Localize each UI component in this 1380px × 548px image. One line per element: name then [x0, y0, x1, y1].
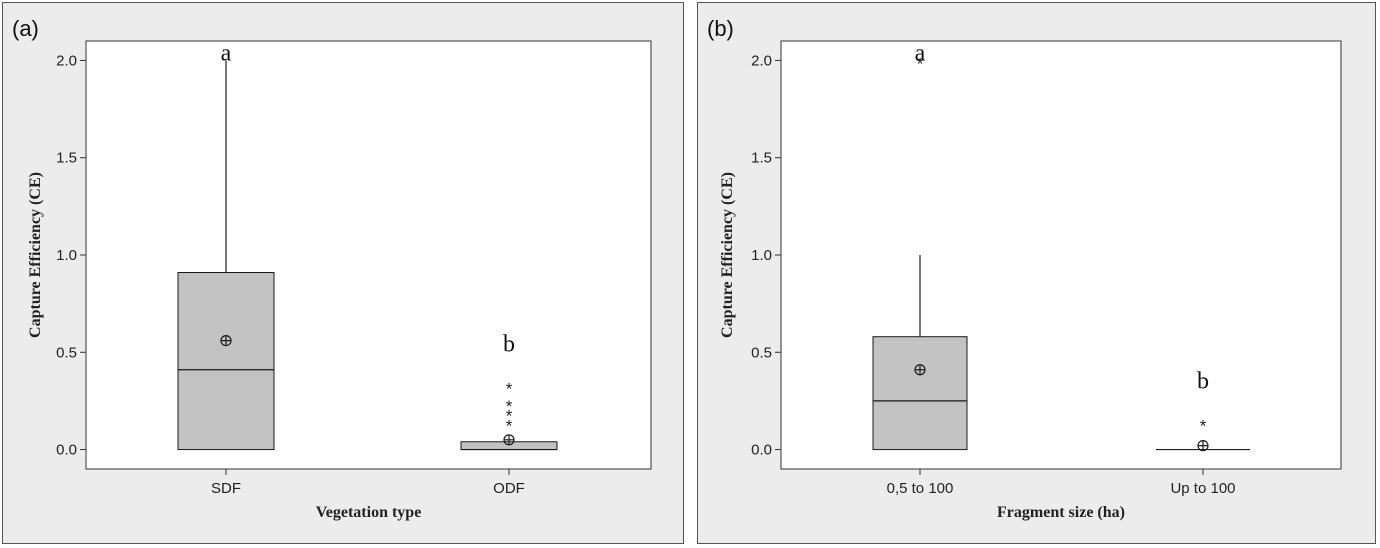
chart-a-svg: (a) 0.0 0.5 1.0 1.5 2.0 Capture Efficiency (CE… — [12, 16, 652, 521]
chart-a-xlabel: Vegetation type — [316, 504, 422, 521]
chart-b-panel-label: (b) — [707, 16, 734, 41]
chart-a-box-2-outlier-3: * — [506, 379, 513, 398]
chart-a-box-2-mean-marker — [503, 434, 515, 446]
chart-b-xlabel: Fragment size (ha) — [997, 504, 1125, 521]
chart-b-box-1-iqr — [872, 336, 968, 451]
chart-a-box-1-iqr — [177, 272, 275, 451]
chart-a-box-1-significance-letter: a — [221, 40, 232, 66]
chart-a-box-2-outlier-0: * — [506, 416, 513, 435]
chart-a-xtick-label-1: ODF — [493, 480, 525, 497]
chart-a-panel-label: (a) — [12, 16, 39, 41]
chart-b-box-2-mean-marker — [1197, 440, 1209, 452]
chart-b-ytick-label-3: 1.5 — [751, 150, 772, 167]
chart-b-ytick-label-2: 1.0 — [751, 247, 772, 264]
chart-a-box-2-significance-letter: b — [503, 331, 515, 357]
chart-a-ylabel: Capture Efficiency (CE) — [27, 172, 44, 338]
chart-a-ytick-label-1: 0.5 — [56, 344, 77, 361]
chart-a-ytick-label-0: 0.0 — [56, 442, 77, 459]
chart-b-svg: (b) 0.0 0.5 1.0 1.5 2.0 Capture Efficiency (CE… — [707, 16, 1342, 521]
chart-a-ytick-label-4: 2.0 — [56, 52, 77, 69]
chart-b-box-1-mean-marker — [914, 364, 926, 376]
chart-a-box-2-outlier-1: * — [506, 407, 513, 426]
chart-b-box-1-significance-letter: a — [915, 40, 926, 66]
chart-a-box-2-outlier-2: * — [506, 397, 513, 416]
chart-b-box-1-outlier-0: * — [917, 54, 924, 73]
chart-panel-b: (b) 0.0 0.5 1.0 1.5 2.0 Capture Efficiency (CE… — [697, 2, 1376, 544]
chart-b-box-2-outlier-0: * — [1200, 416, 1207, 435]
chart-b-ylabel: Capture Efficiency (CE) — [719, 172, 736, 338]
chart-b-ytick-label-1: 0.5 — [751, 344, 772, 361]
chart-b-ytick-label-4: 2.0 — [751, 52, 772, 69]
chart-panel-a: (a) 0.0 0.5 1.0 1.5 2.0 Capture Efficiency (CE… — [2, 2, 684, 544]
chart-a-ytick-label-2: 1.0 — [56, 247, 77, 264]
chart-a-xtick-label-0: SDF — [211, 480, 241, 497]
chart-a-plot-area — [85, 40, 652, 470]
chart-b-box-2-significance-letter: b — [1197, 368, 1209, 394]
chart-b-xtick-label-1: Up to 100 — [1170, 480, 1235, 497]
chart-b-plot-area — [780, 40, 1342, 470]
chart-a-box-1-mean-marker — [220, 335, 232, 347]
chart-b-ytick-label-0: 0.0 — [751, 442, 772, 459]
chart-a-ytick-label-3: 1.5 — [56, 150, 77, 167]
chart-b-xtick-label-0: 0,5 to 100 — [887, 480, 954, 497]
